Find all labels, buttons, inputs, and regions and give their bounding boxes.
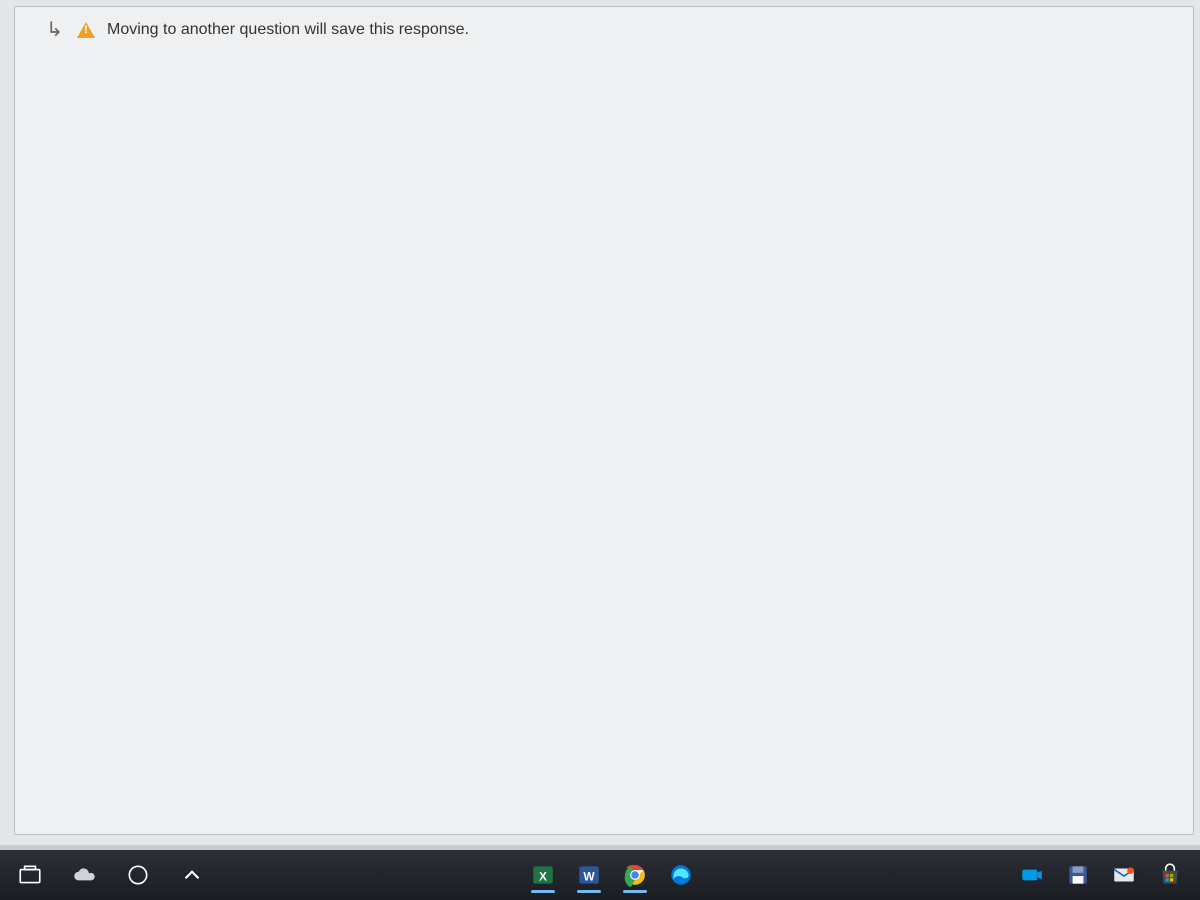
indent-arrow-icon: ↳ <box>29 17 69 42</box>
taskbar: X W <box>0 850 1200 900</box>
save-disk-icon[interactable] <box>1058 855 1098 895</box>
taskbar-center: X W <box>220 855 1004 895</box>
chevron-up-icon[interactable] <box>172 855 212 895</box>
warning-text-bottom: Moving to another question will save thi… <box>107 21 469 39</box>
weather-icon[interactable] <box>64 855 104 895</box>
excel-app-icon[interactable]: X <box>523 855 563 895</box>
store-app-icon[interactable] <box>1150 855 1190 895</box>
edge-app-icon[interactable] <box>661 855 701 895</box>
cortana-icon[interactable] <box>118 855 158 895</box>
chrome-app-icon[interactable] <box>615 855 655 895</box>
save-warning-bottom-panel: ↳ Moving to another question will save t… <box>14 6 1194 835</box>
svg-text:X: X <box>539 869 547 883</box>
camera-app-icon[interactable] <box>1012 855 1052 895</box>
svg-text:W: W <box>583 869 595 883</box>
word-app-icon[interactable]: W <box>569 855 609 895</box>
task-view-icon[interactable] <box>10 855 50 895</box>
save-warning-bottom: ↳ Moving to another question will save t… <box>15 7 1193 52</box>
taskbar-right <box>1012 855 1190 895</box>
taskbar-left <box>10 855 212 895</box>
quiz-screen: ↳ Moving to another question will save t… <box>0 0 1200 845</box>
warning-icon <box>77 22 95 38</box>
mail-app-icon[interactable] <box>1104 855 1144 895</box>
